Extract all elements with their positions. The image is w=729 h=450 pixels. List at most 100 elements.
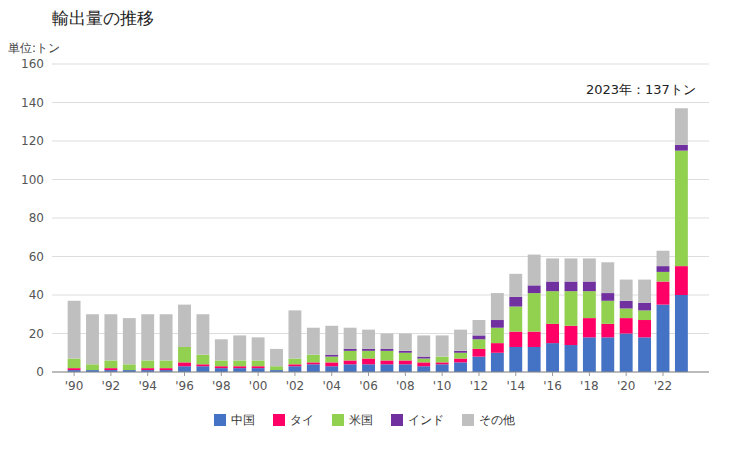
bar-segment: [362, 349, 375, 351]
bar-segment: [417, 335, 430, 356]
bar-segment: [344, 364, 357, 372]
series: [68, 108, 688, 366]
bar-segment: [160, 368, 173, 370]
bar-segment: [583, 318, 596, 337]
bar-segment: [620, 280, 633, 301]
legend-swatch: [391, 414, 403, 426]
bar-segment: [454, 362, 467, 372]
bar-segment: [417, 366, 430, 372]
bar-segment: [381, 364, 394, 372]
bar-segment: [473, 357, 486, 372]
bar-segment: [454, 351, 467, 353]
bar-segment: [288, 366, 301, 372]
x-tick: [589, 372, 590, 376]
bar-segment: [638, 280, 651, 303]
bar-segment: [178, 347, 191, 362]
bar-segment: [196, 314, 209, 354]
x-tick-label: '10: [433, 379, 452, 393]
bar-segment: [288, 310, 301, 358]
x-tick: [478, 372, 479, 376]
y-tick-label: 160: [21, 57, 44, 71]
bar-segment: [344, 328, 357, 349]
bar-segment: [638, 310, 651, 320]
bar-segment: [620, 308, 633, 318]
bar-segment: [546, 282, 559, 292]
bar-segment: [509, 332, 522, 347]
y-tick-label: 140: [21, 96, 44, 110]
bar-segment: [270, 366, 283, 370]
bar-segment: [675, 295, 688, 372]
bar-segment: [638, 303, 651, 311]
bar-segment: [86, 364, 99, 370]
bar-segment: [565, 326, 578, 345]
x-tick: [626, 372, 627, 376]
bar-segment: [123, 364, 136, 370]
x-axis-line: [52, 372, 709, 373]
bar-segment: [141, 314, 154, 360]
bar-segment: [178, 362, 191, 366]
y-tick-label: 40: [29, 288, 44, 302]
bar-segment: [620, 334, 633, 373]
bar-segment: [215, 360, 228, 366]
bar-segment: [178, 366, 191, 372]
x-tick: [442, 372, 443, 376]
x-tick-label: '14: [506, 379, 525, 393]
bar-segment: [104, 368, 117, 370]
bar-segment: [546, 343, 559, 372]
bar-segment: [325, 357, 338, 363]
chart: 輸出量の推移単位:トン020406080100120140160'90'92'9…: [0, 0, 729, 450]
bar-segment: [104, 360, 117, 368]
bar-segment: [399, 364, 412, 372]
bar-segment: [399, 360, 412, 364]
bar-segment: [325, 362, 338, 366]
x-tick: [258, 372, 259, 376]
y-tick-label: 100: [21, 173, 44, 187]
bar-segment: [436, 335, 449, 356]
bar-segment: [638, 337, 651, 372]
bar-segment: [86, 314, 99, 364]
x-tick-label: '08: [396, 379, 415, 393]
bar-segment: [528, 285, 541, 293]
y-label: 単位:トン: [8, 41, 60, 55]
bar-segment: [344, 351, 357, 361]
bar-segment: [362, 364, 375, 372]
bar-segment: [583, 337, 596, 372]
grid-line: [52, 141, 709, 142]
grid: [52, 64, 709, 372]
x-tick: [662, 372, 663, 376]
bar-segment: [601, 324, 614, 337]
bar-segment: [528, 255, 541, 286]
x-tick: [405, 372, 406, 376]
bar-segment: [104, 314, 117, 360]
grid-line: [52, 372, 709, 373]
bar-segment: [381, 351, 394, 361]
bar-segment: [417, 357, 430, 359]
bar-segment: [252, 366, 265, 368]
x-tick: [331, 372, 332, 376]
legend-item: 中国: [214, 413, 255, 427]
bar-segment: [196, 364, 209, 366]
bar-segment: [436, 364, 449, 372]
bar-segment: [675, 145, 688, 151]
bar-segment: [160, 360, 173, 368]
bar-segment: [68, 301, 81, 359]
x-tick: [368, 372, 369, 376]
y-tick-label: 60: [29, 250, 44, 264]
bar-segment: [491, 353, 504, 372]
bar-segment: [601, 293, 614, 301]
bar-segment: [178, 305, 191, 347]
legend-label: インド: [408, 413, 444, 427]
x-tick-label: '96: [175, 379, 194, 393]
bar-segment: [675, 108, 688, 145]
x-tick: [552, 372, 553, 376]
bar-segment: [509, 274, 522, 297]
bar-segment: [362, 351, 375, 359]
grid-line: [52, 179, 709, 180]
bar-segment: [675, 151, 688, 267]
bar-segment: [325, 326, 338, 355]
bar-segment: [565, 282, 578, 292]
bar-segment: [473, 335, 486, 339]
bar-segment: [399, 353, 412, 361]
legend-item: タイ: [273, 413, 314, 427]
bar-segment: [638, 320, 651, 337]
